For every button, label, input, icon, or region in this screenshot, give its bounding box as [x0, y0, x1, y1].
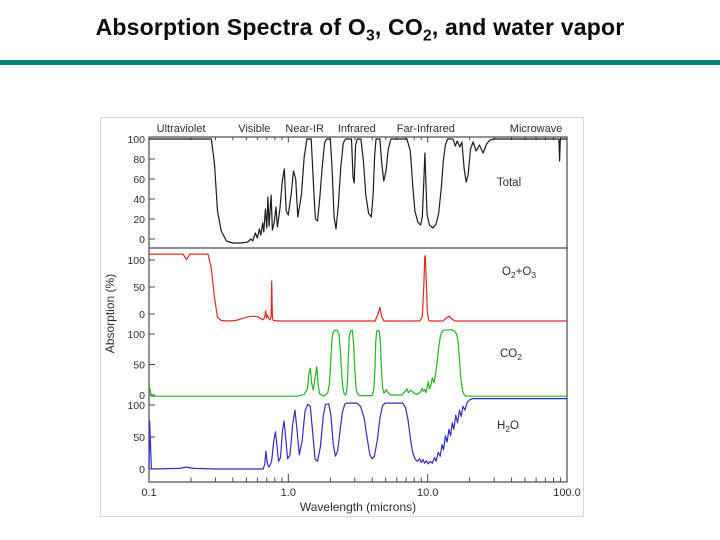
panel-label-2: O2+O3: [502, 266, 536, 280]
band-label: Ultraviolet: [157, 123, 206, 135]
y-tick-label: 0: [139, 309, 145, 321]
y-tick-label: 20: [133, 214, 145, 226]
x-tick-label: 1.0: [281, 487, 296, 499]
x-tick-label: 0.1: [141, 487, 156, 499]
absorption-spectra-figure: 0.1 1.0 10.0 100.0 Ultraviolet Visible Near-IR…: [100, 117, 584, 517]
series-h2o: [148, 398, 567, 470]
series-co2: [148, 329, 567, 397]
y-tick-label: 80: [133, 154, 145, 166]
band-label: Near-IR: [285, 123, 324, 135]
y-tick-label: 50: [133, 359, 145, 371]
panel-label-1: Total: [497, 177, 521, 189]
band-label: Microwave: [510, 123, 563, 135]
band-label: Far-Infrared: [397, 123, 455, 135]
y-tick-label: 60: [133, 174, 145, 186]
title-divider: [0, 60, 720, 65]
y-tick-label: 50: [133, 282, 145, 294]
x-tick-label: 10.0: [417, 487, 438, 499]
chart-canvas: 0.1 1.0 10.0 100.0 Ultraviolet Visible Near-IR…: [103, 123, 581, 514]
panel-label-4: H2O: [497, 420, 519, 434]
y-tick-label: 0: [139, 234, 145, 246]
y-tick-label: 100: [127, 134, 145, 146]
y-tick-label: 100: [127, 329, 145, 341]
x-tick-label: 100.0: [553, 487, 581, 499]
slide-title: Absorption Spectra of O3, CO2, and water…: [95, 14, 625, 45]
band-label: Visible: [238, 123, 270, 135]
series-total: [149, 138, 567, 244]
plot-frame: [148, 136, 568, 483]
y-axis-title: Absorption (%): [103, 274, 117, 353]
y-tick-label: 50: [133, 432, 145, 444]
series-o2-o3: [149, 253, 567, 322]
y-tick-label: 100: [127, 400, 145, 412]
y-tick-label: 40: [133, 194, 145, 206]
band-label: Infrared: [338, 123, 376, 135]
y-tick-label: 100: [127, 255, 145, 267]
y-tick-label: 0: [139, 390, 145, 402]
x-axis-title: Wavelength (microns): [300, 500, 416, 514]
panel-label-3: CO2: [500, 348, 522, 362]
y-tick-label: 0: [139, 464, 145, 476]
